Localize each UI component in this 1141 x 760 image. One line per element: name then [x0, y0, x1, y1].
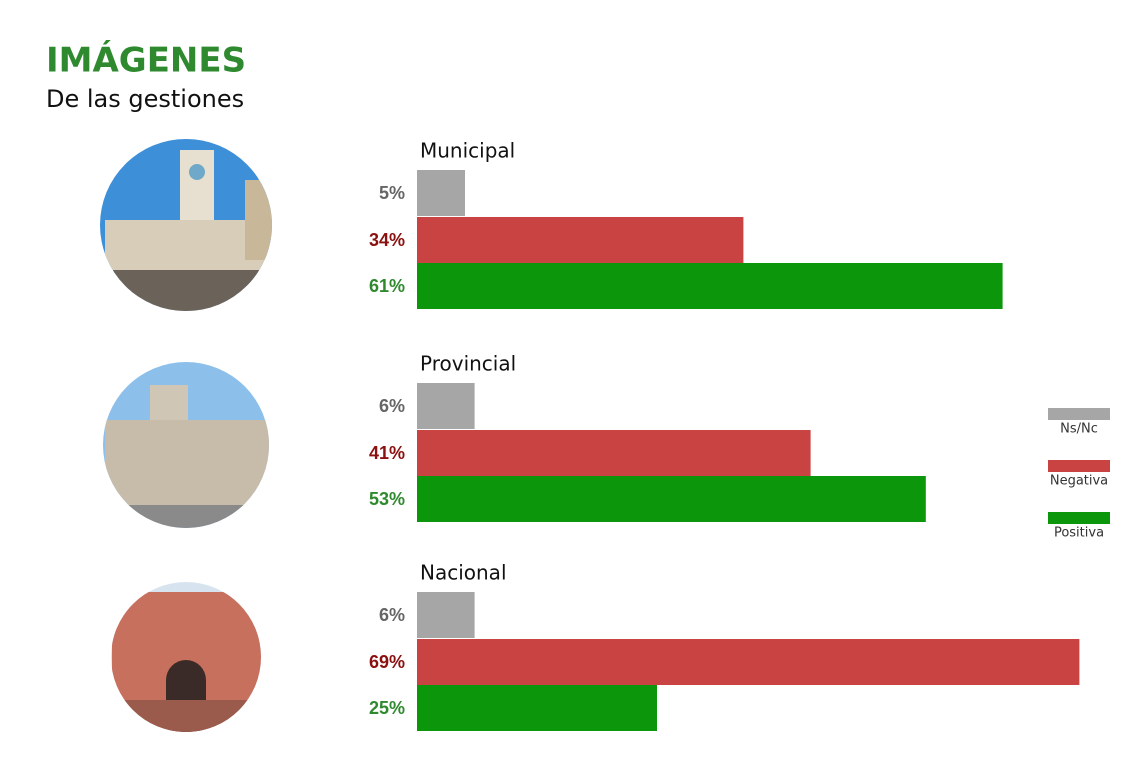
bar [417, 217, 744, 263]
title: IMÁGENES [46, 40, 246, 81]
subtitle: De las gestiones [46, 85, 244, 113]
value-label: 41% [369, 443, 405, 463]
value-label: 34% [369, 230, 405, 250]
photo-provincial [103, 362, 269, 528]
photo-nacional [111, 582, 261, 732]
value-label: 53% [369, 489, 405, 509]
bar [417, 639, 1080, 685]
group-title: Municipal [420, 139, 515, 163]
bar [417, 685, 657, 731]
bar [417, 170, 465, 216]
bar [417, 476, 926, 522]
legend-swatch [1048, 512, 1110, 524]
value-label: 61% [369, 276, 405, 296]
group-title: Nacional [420, 561, 507, 585]
legend-swatch [1048, 408, 1110, 420]
value-label: 69% [369, 652, 405, 672]
photo-municipal [100, 139, 272, 311]
bar [417, 383, 475, 429]
bar [417, 263, 1003, 309]
legend-label: Positiva [1054, 526, 1104, 541]
value-label: 6% [379, 605, 405, 625]
value-label: 6% [379, 396, 405, 416]
value-label: 25% [369, 698, 405, 718]
bar [417, 592, 475, 638]
bar [417, 430, 811, 476]
group-title: Provincial [420, 352, 516, 376]
legend-label: Negativa [1050, 474, 1108, 489]
value-label: 5% [379, 183, 405, 203]
legend-swatch [1048, 460, 1110, 472]
legend-label: Ns/Nc [1060, 422, 1098, 437]
